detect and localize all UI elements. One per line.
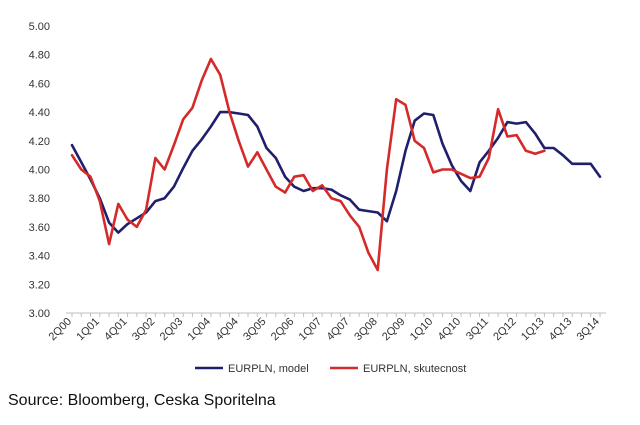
series-line-actual — [70, 57, 546, 272]
x-tick-label: 1Q01 — [74, 316, 102, 344]
x-axis-tick-labels: 2Q00 1Q01 4Q01 3Q02 2Q03 1Q04 4Q04 3Q05 2Q06 1Q07… — [47, 316, 603, 344]
x-tick-label: 2Q03 — [158, 316, 186, 344]
x-tick-label: 2Q09 — [380, 316, 408, 344]
y-tick-label: 3.00 — [29, 308, 50, 320]
x-tick-label: 4Q04 — [213, 316, 241, 344]
x-tick-label: 3Q11 — [464, 316, 491, 343]
x-tick-label: 1Q13 — [519, 316, 547, 344]
x-tick-label: 4Q01 — [102, 316, 130, 344]
legend: EURPLN, model EURPLN, skutecnost — [195, 363, 466, 375]
legend-label: EURPLN, model — [228, 363, 309, 375]
x-tick-label: 4Q13 — [547, 316, 575, 344]
source-note: Source: Bloomberg, Ceska Sporitelna — [8, 392, 276, 409]
x-tick-label: 4Q07 — [324, 316, 352, 344]
x-tick-label: 3Q08 — [352, 316, 380, 344]
y-tick-label: 4.80 — [29, 50, 50, 62]
y-tick-label: 4.40 — [29, 107, 50, 119]
series-line-model — [70, 110, 602, 234]
y-tick-label: 4.60 — [29, 78, 50, 90]
y-tick-label: 3.60 — [29, 222, 50, 234]
x-tick-label: 4Q10 — [436, 316, 464, 344]
y-tick-label: 3.20 — [29, 279, 50, 291]
legend-label: EURPLN, skutecnost — [363, 363, 466, 375]
series-lines — [70, 57, 602, 272]
x-tick-label: 1Q04 — [186, 316, 214, 344]
y-tick-label: 3.80 — [29, 193, 50, 205]
x-tick-label: 2Q12 — [491, 316, 519, 344]
y-tick-label: 4.00 — [29, 165, 50, 177]
y-tick-label: 5.00 — [29, 21, 50, 33]
x-tick-label: 1Q10 — [408, 316, 436, 344]
y-tick-label: 4.20 — [29, 136, 50, 148]
x-axis-ticks — [71, 313, 601, 317]
x-tick-label: 3Q14 — [575, 316, 603, 344]
y-axis-tick-labels: 5.00 4.80 4.60 4.40 4.20 4.00 3.80 3.60 3.40 3.20… — [29, 21, 50, 320]
x-tick-label: 2Q00 — [47, 316, 75, 344]
x-tick-label: 2Q06 — [269, 316, 297, 344]
x-tick-label: 3Q05 — [241, 316, 269, 344]
x-tick-label: 3Q02 — [130, 316, 158, 344]
y-tick-label: 3.40 — [29, 251, 50, 263]
x-tick-label: 1Q07 — [297, 316, 325, 344]
